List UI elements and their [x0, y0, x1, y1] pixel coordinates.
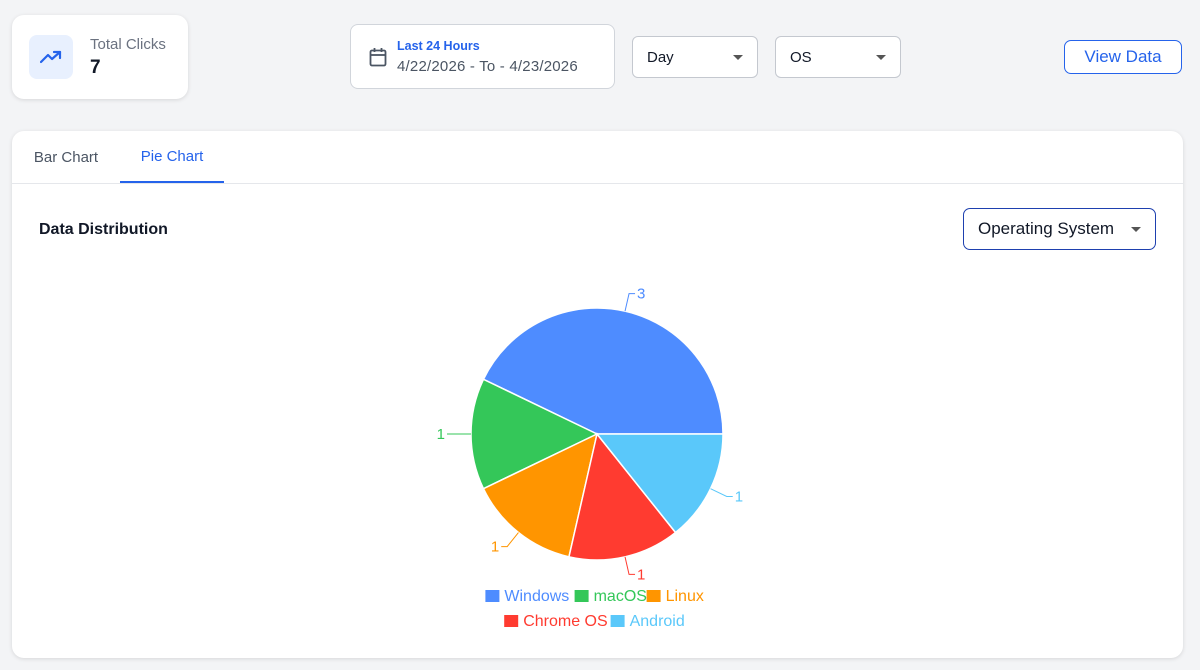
pie-slice-android[interactable] — [595, 433, 724, 534]
legend-swatch-windows — [485, 590, 500, 602]
data-label-android: 1 — [735, 488, 743, 505]
label-line-windows — [624, 293, 636, 312]
legend-item-linux[interactable]: Linux — [646, 588, 704, 605]
label-line-android — [710, 488, 733, 497]
data-label-macos: 1 — [437, 426, 445, 443]
legend-label-android: Android — [630, 613, 685, 630]
tab-pie-chart[interactable]: Pie Chart — [120, 131, 224, 183]
data-label-linux: 1 — [491, 539, 499, 556]
group-by-select-value: Operating System — [978, 219, 1115, 238]
pie-slice-chrome-os[interactable] — [568, 432, 677, 561]
chevron-down-icon — [876, 54, 886, 60]
chevron-down-icon — [1131, 226, 1141, 232]
legend-item-android[interactable]: Android — [610, 613, 685, 630]
legend-swatch-chrome-os — [504, 615, 519, 627]
date-range-title: Last 24 Hours — [397, 38, 480, 53]
data-label-windows: 3 — [637, 286, 645, 303]
chevron-down-icon — [733, 54, 743, 60]
tab-bar-chart[interactable]: Bar Chart — [33, 148, 99, 166]
legend-label-macos: macOS — [594, 588, 647, 605]
section-title: Data Distribution — [39, 221, 168, 238]
calendar-icon — [369, 47, 387, 66]
label-line-linux — [501, 532, 519, 548]
legend-item-windows[interactable]: Windows — [485, 588, 569, 605]
dimension-select[interactable]: OS — [775, 36, 901, 78]
legend-label-windows: Windows — [504, 588, 569, 605]
pie-slice-linux[interactable] — [482, 432, 599, 558]
chart-card: Bar Chart Pie Chart Data Distribution Op… — [12, 131, 1183, 658]
legend-label-linux: Linux — [666, 588, 704, 605]
legend-label-chrome-os: Chrome OS — [523, 613, 607, 630]
date-range-value: 4/22/2026 - To - 4/23/2026 — [397, 57, 578, 75]
total-clicks-value: 7 — [90, 56, 101, 78]
group-by-select[interactable]: Operating System — [963, 208, 1156, 250]
chart-tabs: Bar Chart Pie Chart — [12, 131, 1183, 184]
legend-swatch-linux — [646, 590, 661, 602]
legend-item-macos[interactable]: macOS — [574, 588, 647, 605]
view-data-button[interactable]: View Data — [1064, 40, 1182, 74]
pie-slice-macos[interactable] — [470, 378, 599, 490]
dimension-select-value: OS — [790, 48, 812, 66]
date-range-picker[interactable]: Last 24 Hours 4/22/2026 - To - 4/23/2026 — [350, 24, 615, 89]
total-clicks-label: Total Clicks — [90, 35, 166, 53]
pie-chart: 3 1 1 1 1 Windows macOS Linux Chrome OS Android — [437, 286, 743, 630]
pie-slice-windows[interactable] — [482, 307, 724, 435]
trending-up-icon — [29, 35, 73, 79]
legend-swatch-macos — [574, 590, 589, 602]
legend-item-chrome-os[interactable]: Chrome OS — [504, 613, 608, 630]
label-line-chrome-os — [624, 556, 636, 575]
data-label-chrome-os: 1 — [637, 566, 645, 583]
total-clicks-card: Total Clicks 7 — [12, 15, 188, 99]
interval-select[interactable]: Day — [632, 36, 758, 78]
interval-select-value: Day — [647, 48, 674, 66]
legend-swatch-android — [610, 615, 625, 627]
